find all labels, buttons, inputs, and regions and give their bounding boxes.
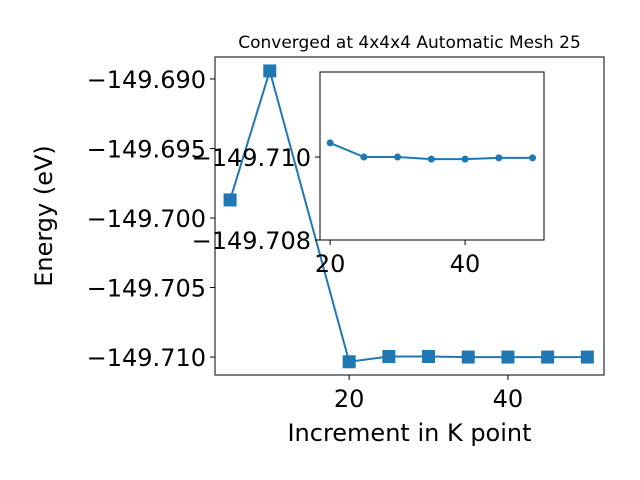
x-tick-label: 40 xyxy=(450,250,481,278)
marker xyxy=(394,153,402,161)
y-tick-label: −149.708 xyxy=(192,227,311,255)
x-tick-label: 20 xyxy=(334,385,365,413)
marker xyxy=(461,350,475,364)
marker xyxy=(422,350,436,364)
marker xyxy=(529,154,537,162)
x-tick-label: 40 xyxy=(493,385,524,413)
marker xyxy=(461,155,469,163)
marker xyxy=(223,193,237,207)
marker xyxy=(495,154,503,162)
marker xyxy=(382,350,396,364)
y-tick-label: −149.710 xyxy=(87,344,206,372)
y-axis-label: Energy (eV) xyxy=(30,145,58,287)
marker xyxy=(580,350,594,364)
chart-title: Converged at 4x4x4 Automatic Mesh 25 xyxy=(238,33,581,53)
marker xyxy=(342,355,356,369)
marker xyxy=(427,155,435,163)
y-tick-label: −149.700 xyxy=(87,205,206,233)
y-tick-label: −149.705 xyxy=(87,275,206,303)
x-axis-label: Increment in K point xyxy=(287,419,531,447)
marker xyxy=(326,139,334,147)
marker xyxy=(501,350,515,364)
y-tick-label: −149.710 xyxy=(192,144,311,172)
marker xyxy=(360,153,368,161)
x-tick-label: 20 xyxy=(315,250,346,278)
marker xyxy=(263,64,277,78)
marker xyxy=(541,350,555,364)
y-tick-label: −149.690 xyxy=(87,66,206,94)
y-tick-label: −149.695 xyxy=(87,135,206,163)
